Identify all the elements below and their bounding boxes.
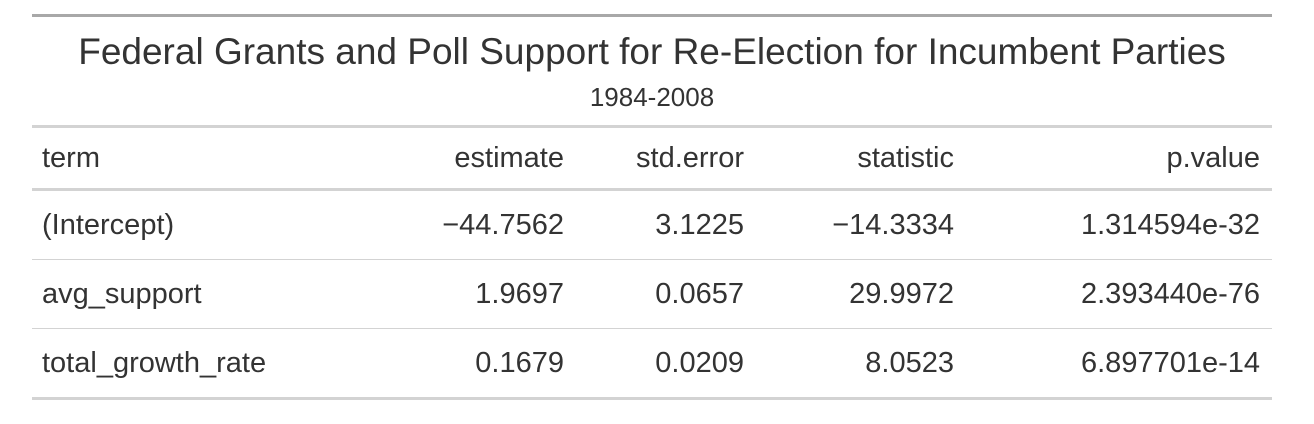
- column-header-statistic: statistic: [756, 128, 966, 191]
- column-header-estimate: estimate: [362, 128, 576, 191]
- cell-std-error: 0.0657: [576, 259, 756, 329]
- cell-std-error: 3.1225: [576, 189, 756, 260]
- cell-estimate: 1.9697: [362, 259, 576, 329]
- column-header-term: term: [32, 128, 362, 191]
- top-rule: [32, 14, 1272, 17]
- cell-term: total_growth_rate: [32, 328, 362, 400]
- cell-std-error: 0.0209: [576, 328, 756, 400]
- table-row: avg_support 1.9697 0.0657 29.9972 2.3934…: [32, 259, 1272, 329]
- cell-statistic: 8.0523: [756, 328, 966, 400]
- cell-statistic: 29.9972: [756, 259, 966, 329]
- table-row: (Intercept) −44.7562 3.1225 −14.3334 1.3…: [32, 189, 1272, 260]
- table-title: Federal Grants and Poll Support for Re-E…: [78, 31, 1226, 72]
- cell-statistic: −14.3334: [756, 189, 966, 260]
- column-header-std-error: std.error: [576, 128, 756, 191]
- cell-p-value: 2.393440e-76: [966, 259, 1272, 329]
- header-row: term estimate std.error statistic p.valu…: [32, 128, 1272, 191]
- regression-table: Federal Grants and Poll Support for Re-E…: [32, 14, 1272, 400]
- cell-p-value: 6.897701e-14: [966, 328, 1272, 400]
- table-row: total_growth_rate 0.1679 0.0209 8.0523 6…: [32, 328, 1272, 400]
- cell-term: (Intercept): [32, 189, 362, 260]
- results-table: term estimate std.error statistic p.valu…: [32, 128, 1272, 400]
- cell-estimate: 0.1679: [362, 328, 576, 400]
- header-rule: [32, 125, 1272, 128]
- cell-estimate: −44.7562: [362, 189, 576, 260]
- cell-p-value: 1.314594e-32: [966, 189, 1272, 260]
- column-header-p-value: p.value: [966, 128, 1272, 191]
- table-subtitle: 1984-2008: [589, 82, 715, 112]
- cell-term: avg_support: [32, 259, 362, 329]
